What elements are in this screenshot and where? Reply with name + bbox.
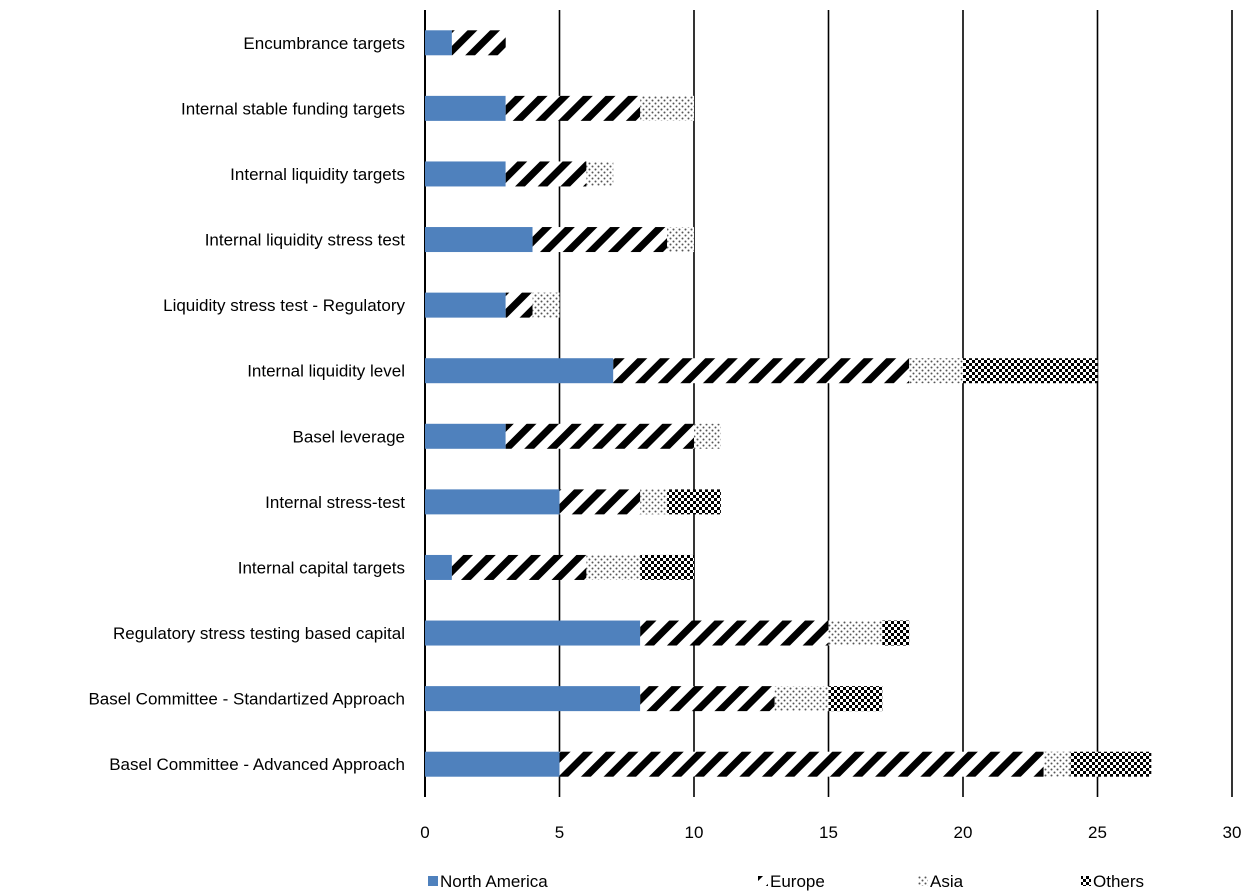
bar-others-regulatory-stress-testing-based-capital [882, 620, 910, 646]
bar-north-america-internal-liquidity-targets [425, 161, 506, 187]
bar-asia-basel-committee-standartized-approach [774, 686, 829, 712]
category-label: Internal liquidity targets [230, 165, 405, 184]
bar-asia-internal-liquidity-level [909, 358, 963, 384]
bar-north-america-internal-liquidity-level [425, 358, 614, 384]
legend-swatch-asia [918, 876, 928, 886]
bar-europe-basel-committee-advanced-approach [559, 751, 1044, 777]
x-tick-label: 20 [954, 823, 973, 842]
bar-europe-basel-leverage [505, 423, 694, 449]
bar-others-basel-committee-standartized-approach [828, 686, 883, 712]
bar-north-america-encumbrance-targets [425, 30, 452, 56]
bar-north-america-internal-stress-test [425, 489, 560, 515]
bar-north-america-basel-committee-advanced-approach [425, 751, 560, 777]
bar-asia-internal-liquidity-targets [586, 161, 614, 187]
x-tick-label: 0 [420, 823, 429, 842]
legend-label-others: Others [1093, 872, 1144, 891]
category-label: Liquidity stress test - Regulatory [163, 296, 405, 315]
bar-europe-regulatory-stress-testing-based-capital [640, 620, 829, 646]
category-label: Basel leverage [293, 427, 405, 446]
legend-swatch-north-america [428, 876, 438, 886]
legend: North America Europe Asia Others [428, 872, 1144, 891]
category-label: Internal liquidity stress test [205, 231, 406, 250]
bar-asia-basel-committee-advanced-approach [1043, 751, 1071, 777]
bar-asia-internal-capital-targets [586, 554, 641, 580]
bar-north-america-basel-leverage [425, 423, 506, 449]
category-label: Basel Committee - Advanced Approach [109, 755, 405, 774]
legend-label-europe: Europe [770, 872, 825, 891]
bar-europe-internal-stress-test [559, 489, 641, 515]
bar-europe-internal-stable-funding-targets [505, 95, 641, 121]
category-label: Regulatory stress testing based capital [113, 624, 405, 643]
legend-swatch-europe [758, 876, 768, 886]
category-labels: Encumbrance targets Internal stable fundi… [88, 34, 405, 774]
category-label: Internal stress-test [265, 493, 405, 512]
bar-europe-internal-liquidity-stress-test [532, 227, 668, 253]
legend-swatch-others [1081, 876, 1091, 886]
category-label: Basel Committee - Standartized Approach [88, 690, 405, 709]
bar-europe-internal-liquidity-targets [505, 161, 587, 187]
legend-label-asia: Asia [930, 872, 964, 891]
bar-asia-internal-stable-funding-targets [640, 95, 694, 121]
bar-others-internal-capital-targets [640, 554, 694, 580]
bar-europe-liquidity-stress-test-regulatory [505, 292, 533, 318]
x-axis-ticks: 0 5 10 15 20 25 30 [420, 823, 1241, 842]
category-label: Internal liquidity level [247, 362, 405, 381]
bar-north-america-regulatory-stress-testing-based-capital [425, 620, 641, 646]
bar-europe-internal-capital-targets [451, 554, 587, 580]
bar-asia-internal-liquidity-stress-test [667, 227, 694, 253]
bar-europe-basel-committee-standartized-approach [640, 686, 775, 712]
x-tick-label: 5 [555, 823, 564, 842]
bar-others-basel-committee-advanced-approach [1070, 751, 1152, 777]
bar-europe-internal-liquidity-level [613, 358, 910, 384]
bar-asia-basel-leverage [694, 423, 721, 449]
bar-others-internal-liquidity-level [963, 358, 1098, 384]
bar-asia-internal-stress-test [640, 489, 668, 515]
x-tick-label: 10 [685, 823, 704, 842]
bar-north-america-basel-committee-standartized-approach [425, 686, 641, 712]
bar-europe-encumbrance-targets [451, 30, 506, 56]
x-tick-label: 30 [1223, 823, 1242, 842]
category-label: Internal capital targets [238, 558, 405, 577]
x-tick-label: 25 [1088, 823, 1107, 842]
bar-asia-regulatory-stress-testing-based-capital [828, 620, 883, 646]
gridlines [424, 10, 1233, 797]
bar-north-america-internal-capital-targets [425, 554, 452, 580]
category-label: Encumbrance targets [243, 34, 405, 53]
bar-north-america-liquidity-stress-test-regulatory [425, 292, 506, 318]
category-label: Internal stable funding targets [181, 99, 405, 118]
legend-label-north-america: North America [440, 872, 548, 891]
bar-north-america-internal-stable-funding-targets [425, 95, 506, 121]
bar-asia-liquidity-stress-test-regulatory [532, 292, 560, 318]
bars [425, 30, 1152, 777]
x-tick-label: 15 [819, 823, 838, 842]
bar-north-america-internal-liquidity-stress-test [425, 227, 533, 253]
bar-others-internal-stress-test [667, 489, 721, 515]
